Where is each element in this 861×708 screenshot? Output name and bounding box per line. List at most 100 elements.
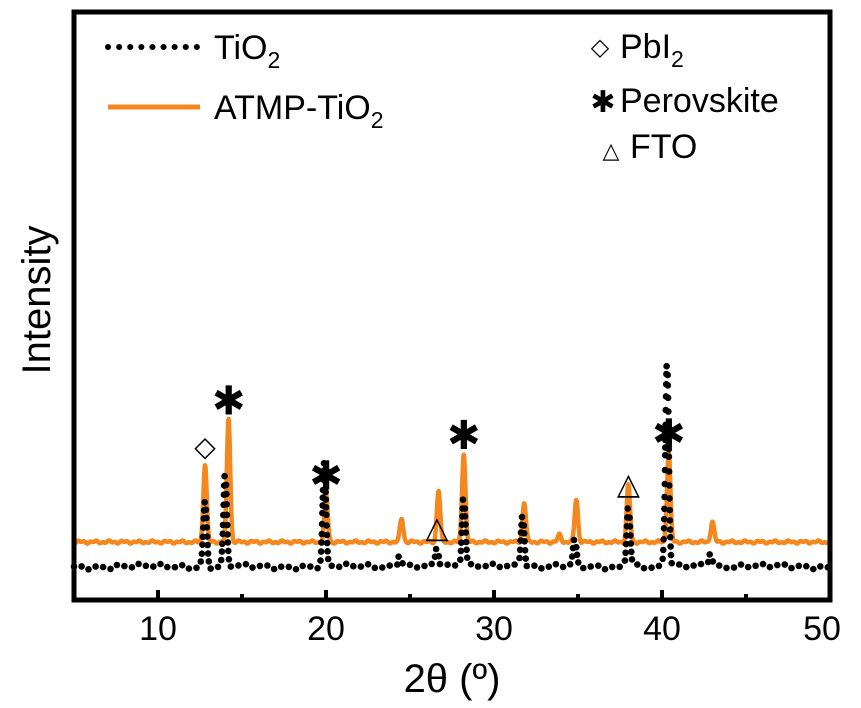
data-point	[474, 563, 482, 570]
data-point	[202, 506, 210, 514]
data-point	[219, 540, 226, 548]
data-point	[666, 506, 673, 514]
data-point	[235, 562, 242, 569]
data-point	[342, 560, 350, 568]
triangle-icon: △	[603, 138, 620, 163]
data-point	[706, 551, 713, 558]
data-point	[432, 545, 440, 553]
data-point	[264, 562, 271, 569]
data-point	[622, 549, 629, 557]
data-point	[640, 564, 648, 572]
data-point	[723, 564, 730, 572]
x-axis-title: 2θ (º)	[404, 657, 501, 701]
data-point	[197, 558, 205, 565]
data-point	[428, 560, 436, 568]
series-line-atmp-tio2	[72, 416, 832, 546]
series-layer	[70, 362, 832, 573]
data-point	[323, 511, 330, 519]
data-point	[648, 564, 655, 571]
data-point	[221, 472, 228, 480]
data-point	[459, 496, 467, 504]
phase-label-fto: FTO	[630, 128, 697, 166]
data-point	[462, 521, 469, 528]
data-point	[85, 566, 92, 573]
data-point	[225, 556, 233, 563]
data-point	[587, 563, 594, 570]
data-point	[667, 543, 674, 550]
data-point	[616, 563, 623, 571]
phase-label-perovskite: Perovskite	[620, 82, 779, 120]
data-point	[660, 515, 668, 523]
data-point	[520, 530, 528, 537]
asterisk-annotation-icon: ✱	[652, 412, 686, 458]
data-point	[217, 556, 225, 564]
data-point	[665, 423, 672, 430]
data-point	[559, 563, 567, 571]
data-point	[627, 540, 635, 547]
data-point	[730, 564, 738, 571]
data-point	[128, 564, 136, 571]
data-point	[225, 547, 232, 555]
data-point	[595, 562, 602, 569]
data-point	[683, 563, 690, 571]
data-point	[665, 438, 672, 445]
data-point	[668, 559, 675, 567]
data-point	[107, 565, 114, 573]
data-point	[150, 563, 157, 570]
data-point	[552, 560, 560, 568]
data-point	[171, 563, 179, 571]
data-point	[580, 564, 587, 572]
data-point	[324, 548, 331, 555]
data-point	[573, 543, 580, 551]
data-point	[626, 514, 633, 521]
data-point	[462, 538, 470, 546]
legend-label-atmp-tio2: ATMP-TiO2	[214, 89, 384, 133]
data-point	[463, 546, 470, 554]
data-point	[766, 563, 774, 571]
data-point	[810, 565, 817, 573]
data-point	[659, 555, 666, 563]
data-point	[242, 560, 250, 568]
x-tick-label: 30	[475, 610, 513, 648]
data-point	[781, 561, 789, 568]
data-point	[317, 557, 324, 564]
data-point	[270, 565, 278, 573]
data-point	[788, 564, 795, 572]
data-point	[203, 524, 211, 531]
diamond-annotation-icon: ◇	[194, 430, 216, 463]
data-point	[451, 562, 459, 569]
data-point	[664, 394, 672, 402]
data-point	[223, 490, 230, 498]
data-point	[666, 517, 674, 524]
data-point	[665, 453, 673, 461]
data-point	[803, 562, 810, 570]
data-point	[458, 539, 465, 546]
data-point	[522, 555, 529, 562]
data-point	[318, 539, 325, 546]
data-point	[436, 560, 444, 568]
data-point	[573, 551, 581, 559]
plot-frame	[71, 9, 833, 603]
data-point	[198, 550, 206, 557]
x-tick-label: 20	[307, 610, 345, 648]
data-point	[399, 560, 406, 567]
data-point	[538, 565, 545, 572]
data-point	[795, 562, 803, 570]
data-point	[737, 561, 745, 568]
data-point	[285, 563, 293, 571]
asterisk-icon: ✱	[590, 86, 615, 119]
data-point	[323, 539, 331, 547]
data-point	[199, 541, 206, 548]
series-legend: TiO2 ATMP-TiO2	[105, 29, 384, 133]
data-point	[663, 362, 670, 370]
data-point	[314, 564, 321, 572]
data-point	[185, 565, 193, 572]
data-point	[664, 382, 672, 389]
data-point	[665, 430, 672, 438]
data-point	[608, 563, 616, 571]
data-point	[203, 533, 211, 540]
data-point	[545, 563, 553, 570]
data-point	[435, 552, 443, 560]
data-point	[665, 408, 672, 415]
